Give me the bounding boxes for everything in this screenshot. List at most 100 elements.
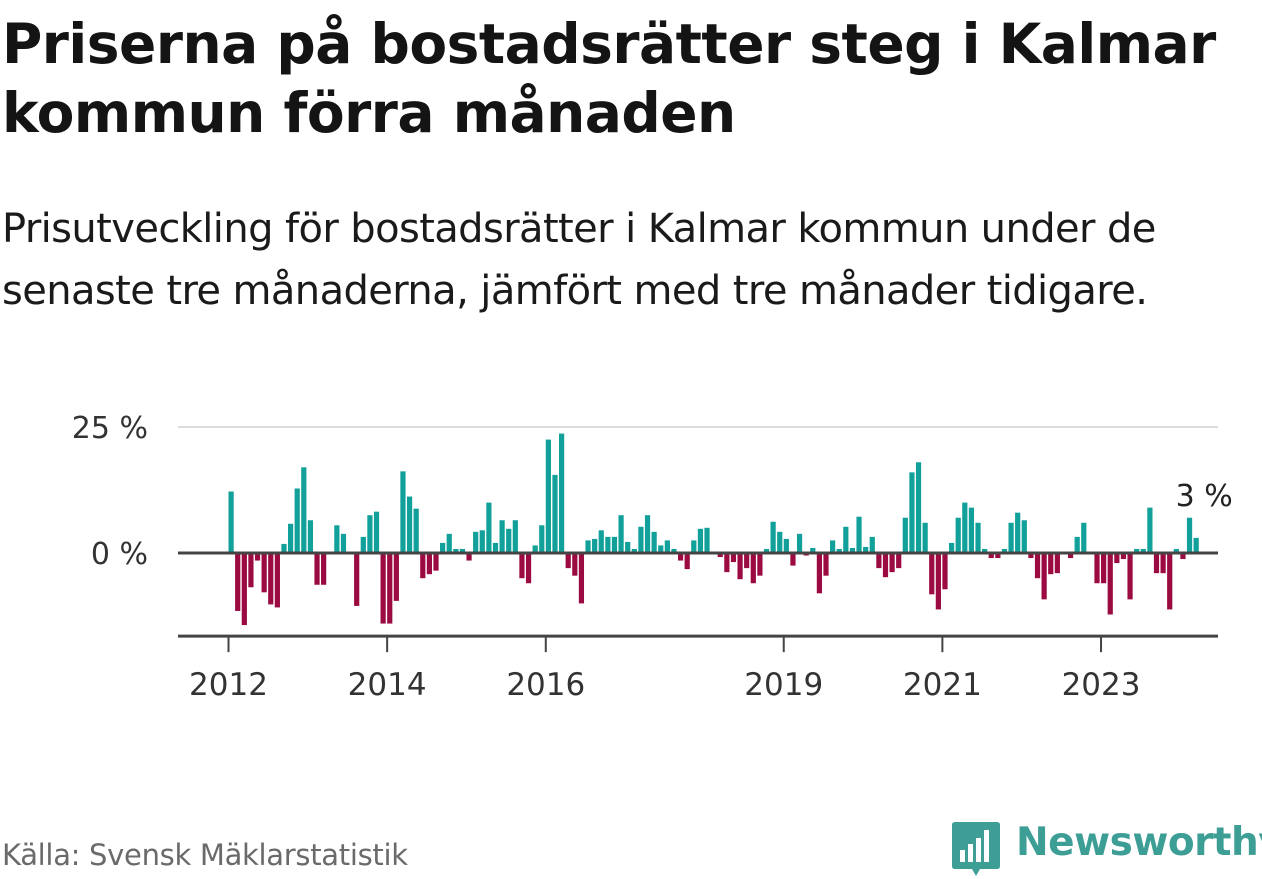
newsworthy-logo[interactable]: Newsworthy bbox=[950, 818, 1262, 878]
bar bbox=[902, 517, 908, 553]
bar bbox=[525, 553, 532, 584]
bar bbox=[896, 553, 902, 569]
y-axis-labels: 25 % 0 % bbox=[72, 411, 148, 572]
bar bbox=[955, 517, 961, 553]
bar bbox=[294, 488, 300, 553]
last-value-label: 3 % bbox=[1176, 479, 1233, 514]
x-axis: 2012 2014 2016 2019 2021 2023 bbox=[178, 551, 1218, 703]
bar bbox=[1015, 512, 1021, 553]
bar bbox=[559, 433, 565, 553]
bar bbox=[241, 553, 247, 626]
bar bbox=[671, 548, 677, 553]
x-tick-label: 2012 bbox=[189, 667, 268, 703]
bar bbox=[1028, 553, 1034, 559]
bar bbox=[307, 520, 314, 553]
bar bbox=[697, 528, 704, 553]
bar bbox=[942, 553, 948, 590]
bar bbox=[810, 547, 816, 553]
newsworthy-logo-icon bbox=[952, 822, 1000, 876]
bar bbox=[863, 546, 869, 553]
bar bbox=[1034, 553, 1041, 579]
bar-series bbox=[228, 433, 1199, 626]
bar bbox=[406, 496, 413, 553]
bar bbox=[631, 548, 637, 553]
bar bbox=[499, 520, 505, 553]
bar bbox=[737, 553, 743, 580]
y-tick-label: 25 % bbox=[72, 411, 148, 446]
bar bbox=[1107, 553, 1113, 615]
bar bbox=[796, 533, 803, 553]
bar bbox=[691, 540, 697, 553]
bar bbox=[506, 528, 512, 553]
bar bbox=[816, 553, 822, 594]
bar bbox=[790, 553, 796, 566]
bar bbox=[598, 530, 604, 553]
bar bbox=[1147, 507, 1153, 553]
bar bbox=[1153, 553, 1160, 574]
bar bbox=[426, 553, 432, 575]
x-tick-label: 2021 bbox=[903, 667, 982, 703]
bar bbox=[545, 439, 551, 553]
bar bbox=[459, 548, 466, 553]
bar bbox=[572, 553, 578, 576]
bar bbox=[578, 553, 585, 604]
chart-subtitle: Prisutveckling för bostadsrätter i Kalma… bbox=[2, 206, 1156, 314]
bar bbox=[922, 522, 928, 553]
bar bbox=[1101, 553, 1107, 584]
y-tick-label: 0 % bbox=[91, 537, 148, 572]
bar bbox=[658, 545, 664, 553]
bar bbox=[287, 523, 294, 553]
bar bbox=[314, 553, 320, 585]
bar bbox=[757, 553, 763, 576]
bar bbox=[968, 507, 975, 553]
bar bbox=[354, 553, 360, 606]
bar bbox=[724, 553, 730, 573]
bar bbox=[1021, 520, 1027, 553]
bar bbox=[1001, 548, 1008, 553]
bar bbox=[1074, 536, 1080, 553]
bar bbox=[982, 548, 988, 553]
bar bbox=[1008, 522, 1014, 553]
bar bbox=[909, 472, 915, 553]
bar bbox=[730, 553, 737, 563]
chart-title: Priserna på bostadsrätter steg i Kalmar … bbox=[2, 12, 1216, 145]
bar bbox=[479, 530, 485, 553]
bar bbox=[235, 553, 241, 611]
bar bbox=[440, 542, 446, 553]
bar bbox=[1114, 553, 1120, 564]
bar bbox=[935, 553, 941, 610]
bar bbox=[532, 545, 538, 553]
bar bbox=[929, 553, 935, 595]
bar bbox=[400, 471, 406, 553]
bar bbox=[1067, 553, 1074, 559]
bar bbox=[373, 511, 380, 553]
annotations: 3 % bbox=[1176, 479, 1233, 514]
bar bbox=[625, 541, 631, 553]
x-tick-label: 2019 bbox=[744, 667, 823, 703]
bar bbox=[340, 533, 347, 553]
bar bbox=[1041, 553, 1047, 600]
bar bbox=[995, 553, 1001, 559]
bar bbox=[261, 553, 267, 593]
bar bbox=[1127, 553, 1133, 600]
price-change-bar-chart: 25 % 0 % 2012 2014 2016 2019 2021 2023 3 % bbox=[72, 411, 1233, 703]
bar bbox=[334, 525, 340, 553]
bar bbox=[393, 553, 399, 601]
bar bbox=[849, 547, 856, 553]
bar bbox=[975, 522, 981, 553]
x-tick-label: 2023 bbox=[1062, 667, 1141, 703]
bar bbox=[1186, 517, 1193, 553]
brand-name: Newsworthy bbox=[1016, 820, 1262, 865]
bar bbox=[367, 515, 373, 553]
bar bbox=[519, 553, 525, 579]
bar bbox=[823, 553, 829, 576]
bar bbox=[783, 538, 789, 553]
bar bbox=[1120, 553, 1127, 560]
bar bbox=[387, 553, 393, 624]
bar bbox=[228, 491, 234, 553]
bar bbox=[651, 531, 657, 553]
bar bbox=[360, 536, 366, 553]
bar bbox=[274, 553, 280, 608]
bar bbox=[704, 527, 710, 553]
bar bbox=[433, 553, 439, 571]
